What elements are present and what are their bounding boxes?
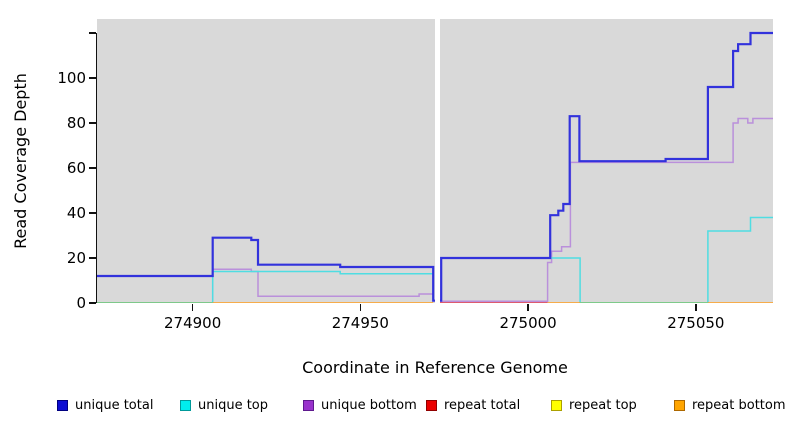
x-tick xyxy=(695,304,697,311)
legend-swatch-repeat-total xyxy=(426,399,437,411)
legend-label: unique top xyxy=(198,397,269,413)
y-tick xyxy=(89,302,96,304)
x-tick-label: 275000 xyxy=(499,314,557,332)
y-tick-label: 60 xyxy=(66,158,86,177)
legend-label: repeat top xyxy=(569,397,637,413)
y-axis-line xyxy=(95,33,97,303)
x-tick-label: 274900 xyxy=(163,314,222,332)
x-tick xyxy=(527,304,529,311)
legend-swatch-repeat-bottom xyxy=(674,399,685,411)
legend-item-unique-total: unique total xyxy=(57,396,153,414)
y-tick-label: 0 xyxy=(76,294,86,312)
y-tick xyxy=(89,167,96,169)
legend-item-repeat-total: repeat total xyxy=(426,396,520,414)
series-unique-total xyxy=(97,31,773,302)
legend-label: repeat bottom xyxy=(692,397,786,413)
legend-item-unique-top: unique top xyxy=(180,396,268,414)
y-tick xyxy=(89,32,96,34)
y-tick-label: 100 xyxy=(57,68,86,87)
legend-label: unique bottom xyxy=(321,397,417,413)
series-unique-top xyxy=(97,216,773,303)
coverage-gap-band xyxy=(434,19,440,303)
y-axis-title: Read Coverage Depth xyxy=(11,73,30,249)
y-tick-label: 80 xyxy=(66,113,86,132)
legend-item-repeat-top: repeat top xyxy=(551,396,637,414)
legend-swatch-unique-top xyxy=(180,399,191,411)
legend-label: repeat total xyxy=(444,397,521,413)
legend-item-unique-bottom: unique bottom xyxy=(303,396,417,414)
legend-label: unique total xyxy=(75,397,154,413)
y-tick-label: 40 xyxy=(66,203,86,222)
x-axis-title: Coordinate in Reference Genome xyxy=(302,358,568,377)
legend-swatch-unique-total xyxy=(57,399,68,411)
x-tick-label: 275050 xyxy=(667,314,725,332)
y-tick xyxy=(89,122,96,124)
legend-swatch-repeat-top xyxy=(551,399,562,411)
y-tick xyxy=(89,77,96,79)
legend-swatch-unique-bottom xyxy=(303,399,314,411)
y-tick-label: 20 xyxy=(66,248,86,267)
x-tick xyxy=(359,304,362,311)
chart-svg xyxy=(97,31,773,303)
x-tick-label: 274950 xyxy=(331,314,389,332)
y-tick xyxy=(89,257,96,259)
legend-item-repeat-bottom: repeat bottom xyxy=(674,396,786,414)
y-tick xyxy=(89,212,96,214)
x-tick xyxy=(191,304,194,311)
